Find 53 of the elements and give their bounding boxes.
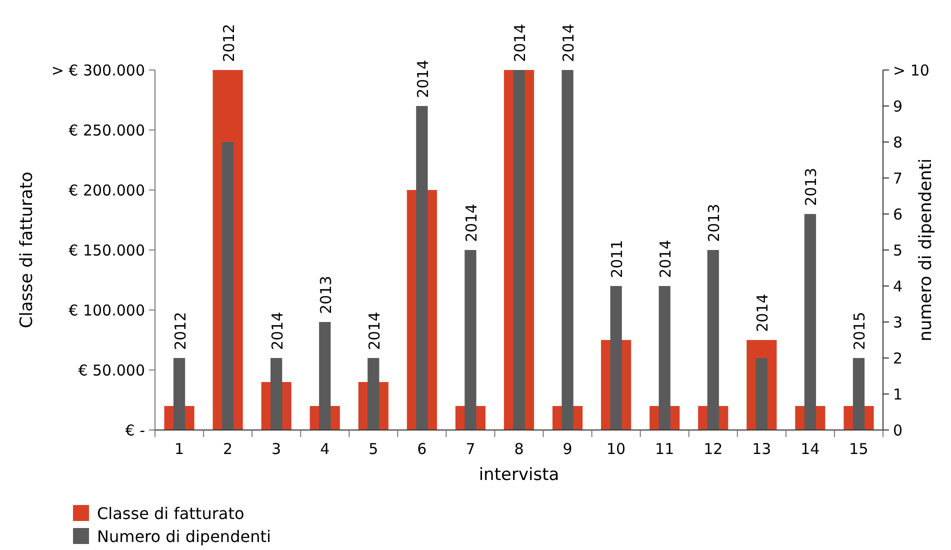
x-tick-label: 15 bbox=[849, 440, 868, 458]
y-tick-label: € 100.000 bbox=[68, 301, 145, 320]
x-tick-label: 13 bbox=[752, 440, 772, 458]
annotation: 2014 bbox=[754, 294, 772, 332]
x-tick-label: 7 bbox=[466, 440, 476, 458]
y2-tick-label: 7 bbox=[893, 169, 903, 188]
x-tick-label: 11 bbox=[655, 440, 674, 458]
x-tick-label: 4 bbox=[320, 440, 330, 458]
x-tick-label: 2 bbox=[223, 440, 233, 458]
y2-tick-label: 9 bbox=[893, 97, 903, 116]
y2-tick-label: 0 bbox=[893, 421, 903, 440]
x-tick-label: 8 bbox=[514, 440, 524, 458]
annotation: 2014 bbox=[656, 240, 675, 278]
x-tick-label: 6 bbox=[417, 440, 427, 458]
y-tick-label: € - bbox=[125, 421, 145, 440]
annotation: 2014 bbox=[414, 60, 432, 98]
y2-tick-label: 4 bbox=[893, 277, 903, 296]
annotation: 2014 bbox=[462, 204, 480, 242]
y2-tick-label: > 10 bbox=[893, 61, 930, 80]
y2-tick-label: 5 bbox=[893, 241, 903, 260]
annotation: 2014 bbox=[365, 312, 384, 350]
x-axis-title: intervista bbox=[478, 465, 560, 485]
annotation: 2013 bbox=[705, 204, 724, 242]
legend-label: Numero di dipendenti bbox=[97, 527, 271, 546]
y2-tick-label: 3 bbox=[893, 313, 903, 332]
annotation: 2015 bbox=[850, 312, 869, 350]
y-tick-label: € 150.000 bbox=[68, 241, 145, 260]
legend-label: Classe di fatturato bbox=[97, 504, 244, 523]
y-tick-label: € 250.000 bbox=[68, 121, 145, 140]
y-tick-label: € 200.000 bbox=[68, 181, 145, 200]
annotation: 2012 bbox=[171, 312, 190, 350]
annotation: 2012 bbox=[220, 24, 238, 62]
y-tick-label: € 50.000 bbox=[78, 361, 145, 380]
y2-axis-title: numero di dipendenti bbox=[916, 158, 936, 342]
x-tick-label: 5 bbox=[368, 440, 378, 458]
x-tick-label: 9 bbox=[562, 440, 572, 458]
y-axis-title: Classe di fatturato bbox=[17, 172, 37, 328]
annotation: 2013 bbox=[316, 276, 335, 314]
annotation: 2014 bbox=[511, 24, 529, 62]
x-tick-label: 1 bbox=[174, 440, 184, 458]
x-tick-label: 12 bbox=[704, 440, 723, 458]
y-tick-label: > € 300.000 bbox=[51, 61, 145, 80]
annotation: 2013 bbox=[802, 168, 820, 206]
y2-tick-label: 8 bbox=[893, 133, 903, 152]
annotation: 2014 bbox=[560, 24, 578, 62]
y2-tick-label: 6 bbox=[893, 205, 903, 224]
annotation: 2011 bbox=[608, 240, 626, 278]
y2-tick-label: 1 bbox=[893, 385, 903, 404]
x-tick-label: 10 bbox=[606, 440, 626, 458]
x-tick-label: 14 bbox=[800, 440, 820, 458]
y2-tick-label: 2 bbox=[893, 349, 903, 368]
annotation: 2014 bbox=[268, 312, 286, 350]
x-tick-label: 3 bbox=[272, 440, 282, 458]
